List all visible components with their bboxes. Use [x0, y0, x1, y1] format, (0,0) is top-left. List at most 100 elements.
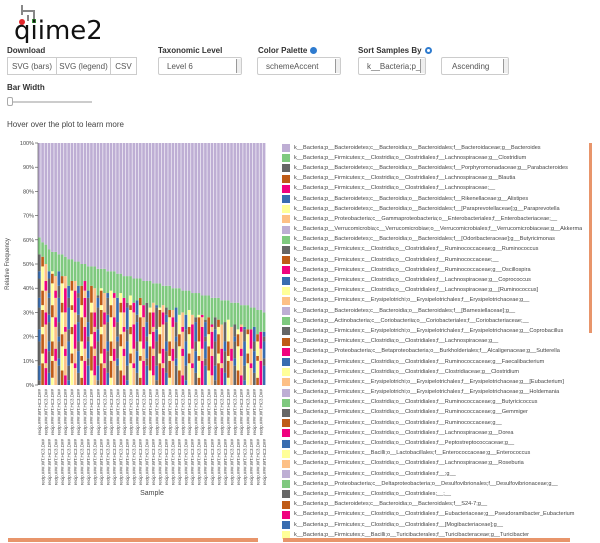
legend-item[interactable]: k__Bacteria;p__Firmicutes;c__Clostridia;…	[282, 275, 582, 285]
legend-item[interactable]: k__Bacteria;p__Verrucomicrobia;c__Verruc…	[282, 225, 582, 235]
legend-item[interactable]: k__Bacteria;p__Proteobacteria;c__Deltapr…	[282, 479, 582, 489]
bar-segment	[44, 363, 48, 369]
legend-swatch	[282, 419, 290, 428]
legend-item[interactable]: k__Bacteria;p__Actinobacteria;c__Corioba…	[282, 316, 582, 326]
legend-item[interactable]: k__Bacteria;p__Firmicutes;c__Clostridia;…	[282, 398, 582, 408]
bar-segment	[262, 358, 266, 366]
legend-label: k__Bacteria;p__Firmicutes;c__Clostridia;…	[294, 256, 499, 263]
legend-label: k__Bacteria;p__Firmicutes;c__Clostridia;…	[294, 368, 520, 375]
legend-label: k__Bacteria;p__Firmicutes;c__Clostridia;…	[294, 409, 528, 416]
color-palette-select[interactable]: schemeAccent	[257, 57, 341, 75]
legend-item[interactable]: k__Bacteria;p__Firmicutes;c__Erysipelotr…	[282, 388, 582, 398]
legend-item[interactable]: k__Bacteria;p__Bacteroidetes;c__Bacteroi…	[282, 306, 582, 316]
legend-item[interactable]: k__Bacteria;p__Proteobacteria;c__Gammapr…	[282, 214, 582, 224]
legend-item[interactable]: k__Bacteria;p__Firmicutes;c__Bacilli;o__…	[282, 449, 582, 459]
bar-segment	[80, 377, 83, 385]
legend-item[interactable]: k__Bacteria;p__Firmicutes;c__Erysipelotr…	[282, 296, 582, 306]
bar-segment	[64, 331, 67, 349]
bar-segment	[158, 326, 162, 335]
bar-segment-clostridium	[99, 268, 103, 289]
bar-segment	[207, 334, 211, 347]
bar-segment	[155, 380, 158, 385]
download-label: Download	[7, 46, 46, 55]
bar-segment	[142, 317, 145, 327]
legend-item[interactable]: k__Bacteria;p__Firmicutes;c__Erysipelotr…	[282, 326, 582, 336]
legend-swatch	[282, 459, 290, 468]
bar-segment	[178, 346, 181, 371]
legend-item[interactable]: k__Bacteria;p__Firmicutes;c__Clostridia;…	[282, 153, 582, 163]
legend-item[interactable]: k__Bacteria;p__Firmicutes;c__Clostridia;…	[282, 489, 582, 499]
legend-item[interactable]: k__Bacteria;p__Firmicutes;c__Clostridia;…	[282, 520, 582, 530]
bar-segment	[99, 305, 103, 310]
bar-segment	[135, 372, 139, 385]
legend-item[interactable]: k__Bacteria;p__Firmicutes;c__Clostridia;…	[282, 265, 582, 275]
bar-segment	[119, 334, 123, 347]
legend-item[interactable]: k__Bacteria;p__Firmicutes;c__Clostridia;…	[282, 469, 582, 479]
taxonomic-level-select[interactable]: Level 6	[158, 57, 242, 75]
stacked-bar-chart[interactable]: recip.###.WT.HC3.D## recip.###.WT.HC3.D##…	[0, 135, 280, 535]
legend-item[interactable]: k__Bacteria;p__Bacteroidetes;c__Bacteroi…	[282, 204, 582, 214]
bar-segment-bacteroides	[155, 143, 158, 284]
legend-item[interactable]: k__Bacteria;p__Bacteroidetes;c__Bacteroi…	[282, 163, 582, 173]
legend-item[interactable]: k__Bacteria;p__Firmicutes;c__Clostridia;…	[282, 184, 582, 194]
sort-samples-select[interactable]: k__Bacteria;p__	[358, 57, 426, 75]
legend-item[interactable]: k__Bacteria;p__Firmicutes;c__Clostridia;…	[282, 337, 582, 347]
legend-item[interactable]: k__Bacteria;p__Firmicutes;c__Clostridia;…	[282, 367, 582, 377]
legend-swatch	[282, 235, 290, 244]
legend-item[interactable]: k__Bacteria;p__Proteobacteria;c__Betapro…	[282, 347, 582, 357]
bar-segment	[165, 372, 168, 385]
sort-order-select[interactable]: Ascending	[441, 57, 509, 75]
download-csv-button[interactable]: CSV	[110, 57, 137, 75]
bar-segment-clostridium	[122, 276, 126, 298]
download-svg-bars-button[interactable]: SVG (bars)	[7, 57, 57, 75]
bar-segment	[223, 322, 227, 342]
x-tick-label: recip.###.WT.HC3.D##	[79, 439, 84, 486]
legend-item[interactable]: k__Bacteria;p__Firmicutes;c__Clostridia;…	[282, 286, 582, 296]
legend-item[interactable]: k__Bacteria;p__Firmicutes;c__Clostridia;…	[282, 245, 582, 255]
legend-item[interactable]: k__Bacteria;p__Firmicutes;c__Clostridia;…	[282, 428, 582, 438]
slider-handle[interactable]	[7, 97, 13, 106]
bar-segment	[217, 353, 220, 364]
settings-icon[interactable]	[424, 47, 432, 55]
legend-item[interactable]: k__Bacteria;p__Firmicutes;c__Clostridia;…	[282, 438, 582, 448]
x-tick-label: recip.###.WT.HC3.D##	[210, 439, 215, 486]
download-svg-legend-button[interactable]: SVG (legend)	[56, 57, 111, 75]
legend-item[interactable]: k__Bacteria;p__Bacteroidetes;c__Bacteroi…	[282, 500, 582, 510]
bar-segment	[174, 307, 178, 323]
bar-width-slider[interactable]	[7, 97, 92, 106]
chart-horizontal-scrollbar[interactable]	[8, 538, 258, 542]
legend-item[interactable]: k__Bacteria;p__Firmicutes;c__Clostridia;…	[282, 418, 582, 428]
info-icon[interactable]	[310, 47, 318, 55]
legend-item[interactable]: k__Bacteria;p__Firmicutes;c__Erysipelotr…	[282, 377, 582, 387]
bar-segment	[119, 346, 123, 371]
bar-segment-bacteroides	[236, 143, 240, 303]
legend-horizontal-scrollbar[interactable]	[283, 538, 570, 542]
legend-item[interactable]: k__Bacteria;p__Firmicutes;c__Clostridia;…	[282, 510, 582, 520]
bar-segment	[161, 363, 165, 369]
legend-item[interactable]: k__Bacteria;p__Bacteroidetes;c__Bacteroi…	[282, 235, 582, 245]
bar-segment-bacteroides	[86, 143, 90, 267]
bar-segment	[132, 312, 136, 325]
legend-item[interactable]: k__Bacteria;p__Firmicutes;c__Clostridia;…	[282, 357, 582, 367]
legend-swatch	[282, 307, 290, 316]
legend-item[interactable]: k__Bacteria;p__Firmicutes;c__Bacilli;o__…	[282, 530, 582, 540]
bar-segment	[233, 324, 237, 337]
bar-segment	[122, 326, 126, 332]
legend-item[interactable]: k__Bacteria;p__Firmicutes;c__Clostridia;…	[282, 255, 582, 265]
bar-segment	[44, 264, 48, 281]
legend-item[interactable]: k__Bacteria;p__Firmicutes;c__Clostridia;…	[282, 459, 582, 469]
legend-vertical-scrollbar[interactable]	[589, 143, 592, 333]
legend-item[interactable]: k__Bacteria;p__Firmicutes;c__Clostridia;…	[282, 174, 582, 184]
y-tick-label: 50%	[23, 262, 34, 268]
bar-segment	[148, 346, 152, 371]
x-tick-label: recip.###.WT.HC3.D##	[37, 389, 42, 436]
bar-segment	[116, 358, 119, 366]
dropdown-arrow-icon	[420, 59, 425, 73]
legend-item[interactable]: k__Bacteria;p__Bacteroidetes;c__Bacteroi…	[282, 194, 582, 204]
x-tick-label: recip.###.WT.HC3.D##	[50, 389, 55, 436]
bar-segment	[233, 358, 237, 366]
legend-item[interactable]: k__Bacteria;p__Firmicutes;c__Clostridia;…	[282, 408, 582, 418]
bar-segment-clostridium	[106, 271, 110, 294]
legend-item[interactable]: k__Bacteria;p__Bacteroidetes;c__Bacteroi…	[282, 143, 582, 153]
bar-segment-clostridium	[93, 266, 97, 289]
